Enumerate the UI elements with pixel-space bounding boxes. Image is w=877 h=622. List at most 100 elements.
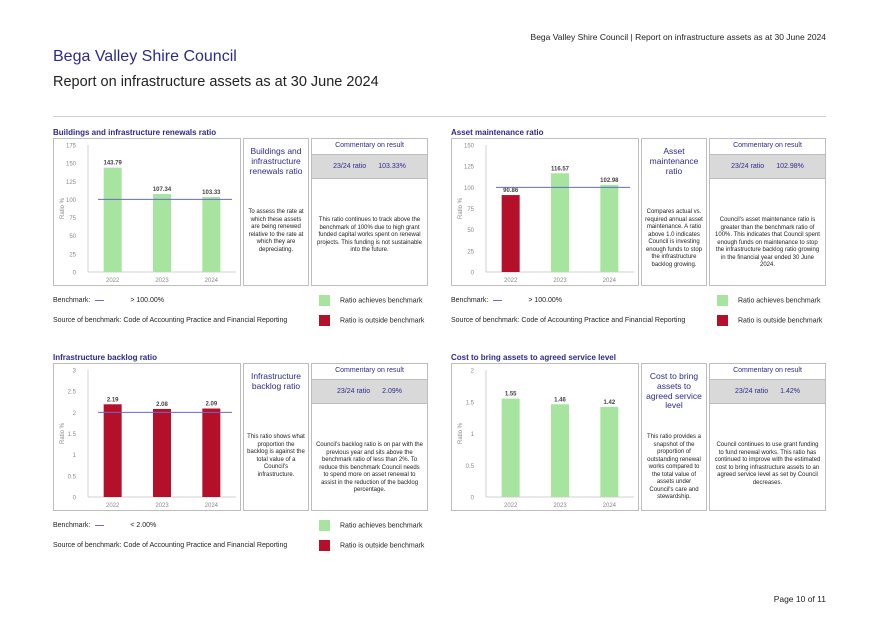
commentary-heading: Commentary on result [733, 367, 802, 374]
bar-chart: 0 25 50 75 100 125 150 Ratio % 90.86 2022 116.57 20… [451, 138, 639, 286]
y-tick-label: 1 [73, 453, 77, 459]
benchmark-line-icon [493, 299, 503, 301]
bar-2024 [202, 408, 221, 497]
ratio-value: 1.42% [780, 388, 800, 395]
y-tick-label: 2 [73, 411, 77, 417]
x-tick-label: 2023 [155, 278, 169, 284]
bar-value-label: 2.08 [156, 402, 168, 408]
bar-value-label: 1.46 [554, 397, 566, 403]
ratio-definition-box: Asset maintenance ratio Compares actual v… [641, 138, 707, 286]
page-number: Page 10 of 11 [773, 594, 826, 604]
bar-value-label: 103.33 [202, 190, 221, 196]
x-tick-label: 2024 [603, 278, 617, 284]
ratio-value: 102.98% [776, 163, 804, 170]
ratio-description: This ratio provides a snapshot of the pr… [646, 434, 702, 500]
y-tick-label: 100 [66, 198, 77, 204]
commentary-text: This ratio continues to track above the … [317, 217, 422, 253]
legend-outside-label: Ratio is outside benchmark [340, 317, 425, 325]
y-tick-label: 150 [464, 144, 475, 150]
bar-2024 [600, 184, 619, 272]
y-tick-label: 2 [471, 369, 475, 375]
y-axis-label: Ratio % [60, 197, 66, 219]
benchmark-source: Source of benchmark: Code of Accounting … [53, 542, 288, 549]
y-tick-label: 75 [69, 216, 76, 222]
report-title: Report on infrastructure assets as at 30… [53, 74, 379, 90]
bar-2022 [501, 195, 520, 272]
x-tick-label: 2022 [106, 278, 120, 284]
x-tick-label: 2022 [504, 503, 518, 509]
legend-achieves-label: Ratio achieves benchmark [340, 297, 423, 305]
commentary-heading: Commentary on result [733, 142, 802, 149]
green-swatch-icon [319, 520, 330, 531]
benchmark-label: Benchmark: [53, 297, 91, 304]
y-axis-label: Ratio % [458, 422, 464, 444]
red-swatch-icon [319, 540, 330, 551]
y-tick-label: 0 [471, 271, 475, 277]
bar-value-label: 116.57 [551, 166, 570, 172]
ratio-description: To assess the rate at which these assets… [248, 209, 304, 253]
bar-value-label: 1.42 [603, 400, 615, 406]
ratio-name: Cost to bring assets to agreed service l… [646, 371, 702, 411]
ratio-name: Buildings and infrastructure renewals ra… [249, 146, 303, 176]
chart-svg: 0 0.5 1 1.5 2 Ratio % 1.55 2022 1.46 2023 1.42 2024 [458, 369, 634, 509]
bar-value-label: 107.34 [153, 187, 172, 193]
benchmark-source: Source of benchmark: Code of Accounting … [451, 317, 686, 324]
bar-2023 [153, 194, 171, 272]
panel-title: Buildings and infrastructure renewals ra… [53, 128, 217, 137]
benchmark-label: Benchmark: [53, 522, 91, 529]
x-tick-label: 2023 [155, 503, 169, 509]
benchmark-value: > 100.00% [130, 297, 165, 304]
bar-chart: 0 25 50 75 100 125 150 175 Ratio % 143.79 2022 107.… [53, 138, 241, 286]
bar-2024 [202, 197, 221, 272]
ratio-label: 23/24 ratio [735, 388, 769, 395]
legend-achieves: Ratio achieves benchmark [717, 295, 821, 306]
benchmark-line-icon [95, 524, 105, 526]
legend-achieves-label: Ratio achieves benchmark [738, 297, 821, 305]
chart-svg: 0 25 50 75 100 125 150 175 Ratio % 143.79 2022 107.… [60, 144, 236, 284]
bar-chart: 0 0.5 1 1.5 2 2.5 3 Ratio % 2.19 2022 2.08 2023 2.09… [53, 363, 241, 511]
chart-svg: 0 25 50 75 100 125 150 Ratio % 90.86 2022 116.57 20… [458, 144, 634, 284]
ratio-label: 23/24 ratio [731, 163, 765, 170]
legend-achieves-label: Ratio achieves benchmark [340, 522, 423, 530]
ratio-result-band: 23/24 ratio 2.09% [312, 379, 427, 404]
bar-2023 [551, 404, 569, 497]
running-header: Bega Valley Shire Council | Report on in… [530, 32, 826, 42]
commentary-heading: Commentary on result [335, 142, 404, 149]
x-tick-label: 2022 [106, 503, 120, 509]
x-tick-label: 2023 [553, 503, 567, 509]
organisation-name: Bega Valley Shire Council [53, 48, 237, 65]
benchmark-label: Benchmark: [451, 297, 489, 304]
y-tick-label: 75 [467, 207, 474, 213]
green-swatch-icon [717, 295, 728, 306]
y-axis-label: Ratio % [458, 197, 464, 219]
ratio-label: 23/24 ratio [333, 163, 367, 170]
bar-2023 [551, 173, 569, 272]
ratio-name: Asset maintenance ratio [649, 146, 699, 176]
ratio-result-band: 23/24 ratio 1.42% [710, 379, 825, 404]
benchmark-line-icon [95, 299, 105, 301]
y-tick-label: 0 [73, 496, 77, 502]
ratio-name: Infrastructure backlog ratio [250, 371, 302, 391]
y-tick-label: 125 [66, 180, 77, 186]
commentary-box: Commentary on result 23/24 ratio 103.33% Th… [311, 138, 428, 286]
y-tick-label: 1.5 [466, 400, 475, 406]
bar-chart: 0 0.5 1 1.5 2 Ratio % 1.55 2022 1.46 2023 1.42 2024 [451, 363, 639, 511]
bar-2022 [103, 167, 122, 272]
ratio-label: 23/24 ratio [337, 388, 371, 395]
x-tick-label: 2023 [553, 278, 567, 284]
y-tick-label: 0 [73, 271, 77, 277]
bar-value-label: 143.79 [103, 161, 122, 167]
bar-value-label: 90.86 [503, 188, 519, 194]
panel-title: Asset maintenance ratio [451, 128, 544, 137]
red-swatch-icon [717, 315, 728, 326]
header-rule [53, 116, 826, 117]
panel-renewals: Buildings and infrastructure renewals ra… [53, 128, 428, 378]
ratio-description: Compares actual vs. required annual asse… [645, 209, 703, 268]
benchmark: Benchmark: > 100.00% [53, 297, 164, 304]
benchmark: Benchmark: > 100.00% [451, 297, 562, 304]
benchmark-source: Source of benchmark: Code of Accounting … [53, 317, 288, 324]
y-tick-label: 175 [66, 144, 77, 150]
commentary-text: Council continues to use grant funding t… [714, 442, 821, 486]
y-tick-label: 25 [467, 249, 474, 255]
x-tick-label: 2024 [205, 278, 219, 284]
